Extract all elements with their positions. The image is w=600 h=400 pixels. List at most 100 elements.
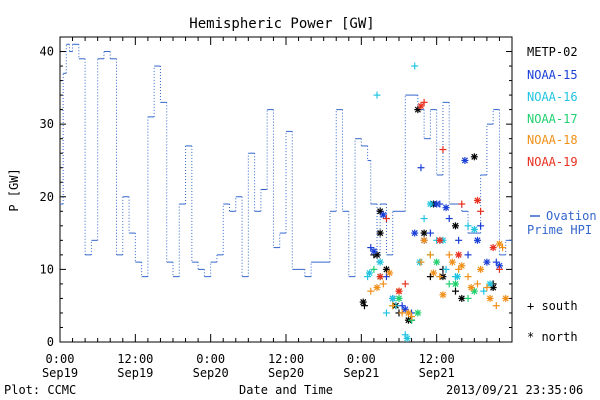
marker-south-noaa-16 — [442, 265, 450, 273]
marker-south-noaa-19 — [477, 207, 485, 215]
marker-south-noaa-15 — [464, 251, 472, 259]
marker-south-noaa-18 — [483, 284, 491, 292]
y-tick-label: 30 — [40, 117, 54, 131]
legend-item-noaa-19: NOAA-19 — [527, 155, 578, 169]
marker-north-metp-02 — [359, 298, 367, 306]
marker-south-noaa-16 — [480, 287, 488, 295]
marker-south-noaa-17 — [370, 265, 378, 273]
x-tick-time-label: 12:00 — [117, 352, 153, 366]
marker-south-noaa-17 — [464, 294, 472, 302]
x-tick-date-label: Sep21 — [343, 366, 379, 380]
footer-right: 2013/09/21 23:35:06 — [446, 383, 583, 397]
x-axis-label: Date and Time — [239, 383, 333, 397]
marker-north-noaa-18 — [467, 284, 475, 292]
marker-south-noaa-17 — [445, 280, 453, 288]
legend-ovation-line1: Ovation — [546, 209, 597, 223]
marker-south-noaa-15 — [492, 258, 500, 266]
x-tick-time-label: 0:00 — [196, 352, 225, 366]
marker-south-metp-02 — [452, 287, 459, 295]
marker-south-noaa-16 — [411, 62, 419, 70]
marker-south-noaa-18 — [473, 280, 481, 288]
marker-north-noaa-19 — [436, 236, 444, 244]
marker-north-noaa-19 — [455, 251, 463, 259]
marker-north-noaa-18 — [502, 294, 510, 302]
marker-north-noaa-17 — [414, 309, 422, 317]
x-tick-date-label: Sep20 — [193, 366, 229, 380]
marker-south-noaa-16 — [420, 215, 428, 223]
marker-south-noaa-18 — [379, 280, 387, 288]
marker-north-noaa-18 — [486, 294, 494, 302]
legend: METP-02 NOAA-15 NOAA-16 NOAA-17 NOAA-18 … — [527, 45, 597, 344]
marker-north-noaa-15 — [461, 156, 469, 164]
marker-north-noaa-15 — [433, 200, 441, 208]
legend-item-metp-02: METP-02 — [527, 45, 578, 59]
marker-north-noaa-18 — [458, 262, 466, 270]
x-tick-time-label: 0:00 — [46, 352, 75, 366]
marker-north-noaa-16 — [453, 273, 461, 281]
y-axis-label: P [GW] — [7, 168, 21, 211]
marker-north-noaa-18 — [420, 236, 428, 244]
marker-north-metp-02 — [414, 106, 422, 114]
marker-north-noaa-15 — [370, 247, 378, 255]
marker-north-noaa-16 — [376, 258, 384, 266]
legend-marker-south: + south — [527, 299, 578, 313]
marker-south-noaa-16 — [382, 309, 390, 317]
marker-north-noaa-19 — [417, 102, 425, 110]
marker-south-noaa-15 — [455, 236, 463, 244]
marker-north-noaa-18 — [448, 258, 456, 266]
marker-south-noaa-16 — [464, 222, 472, 230]
marker-south-noaa-19 — [401, 280, 409, 288]
x-tick-time-label: 12:00 — [268, 352, 304, 366]
marker-north-noaa-18 — [404, 309, 412, 317]
marker-south-noaa-18 — [464, 273, 472, 281]
marker-south-noaa-15 — [367, 244, 375, 252]
marker-south-noaa-18 — [398, 309, 406, 317]
marker-north-noaa-15 — [411, 229, 419, 237]
marker-north-noaa-16 — [486, 280, 494, 288]
marker-north-noaa-16 — [403, 334, 411, 342]
marker-north-noaa-18 — [439, 291, 447, 299]
marker-north-noaa-18 — [386, 269, 394, 277]
marker-north-noaa-17 — [452, 280, 459, 288]
marker-north-noaa-18 — [477, 265, 485, 273]
marker-north-noaa-19 — [395, 287, 403, 295]
marker-north-metp-02 — [376, 229, 384, 237]
marker-north-noaa-18 — [373, 284, 381, 292]
marker-north-metp-02 — [382, 265, 390, 273]
marker-north-noaa-15 — [379, 211, 387, 219]
marker-south-noaa-19 — [439, 146, 447, 154]
marker-south-noaa-18 — [492, 302, 500, 310]
marker-north-noaa-19 — [473, 196, 481, 204]
marker-south-noaa-18 — [408, 313, 416, 321]
marker-south-noaa-19 — [420, 98, 428, 106]
y-tick-label: 0 — [47, 335, 54, 349]
marker-north-noaa-16 — [426, 200, 434, 208]
marker-south-noaa-18 — [455, 265, 463, 273]
legend-item-noaa-17: NOAA-17 — [527, 112, 578, 126]
marker-south-noaa-18 — [445, 251, 453, 259]
marker-south-noaa-16 — [373, 91, 381, 99]
marker-north-noaa-19 — [376, 273, 384, 281]
marker-north-noaa-15 — [483, 258, 491, 266]
marker-south-noaa-18 — [367, 287, 375, 295]
satellite-markers — [359, 62, 510, 342]
marker-south-noaa-18 — [499, 244, 507, 252]
marker-south-noaa-19 — [495, 265, 503, 273]
marker-north-noaa-18 — [430, 269, 438, 277]
marker-south-noaa-15 — [426, 229, 434, 237]
marker-south-noaa-18 — [417, 258, 425, 266]
marker-south-noaa-15 — [477, 222, 485, 230]
legend-item-noaa-15: NOAA-15 — [527, 68, 578, 82]
footer-left: Plot: CCMC — [4, 383, 76, 397]
marker-north-noaa-16 — [470, 225, 478, 233]
marker-north-noaa-16 — [365, 269, 373, 277]
marker-south-noaa-18 — [426, 251, 434, 259]
marker-north-metp-02 — [470, 153, 478, 161]
y-axis-ticks: 0 10 20 30 40 — [40, 36, 512, 349]
legend-marker-north: * north — [527, 330, 578, 344]
marker-north-noaa-15 — [442, 204, 450, 212]
y-tick-label: 20 — [40, 190, 54, 204]
marker-north-metp-02 — [420, 229, 428, 237]
x-tick-date-label: Sep19 — [42, 366, 78, 380]
